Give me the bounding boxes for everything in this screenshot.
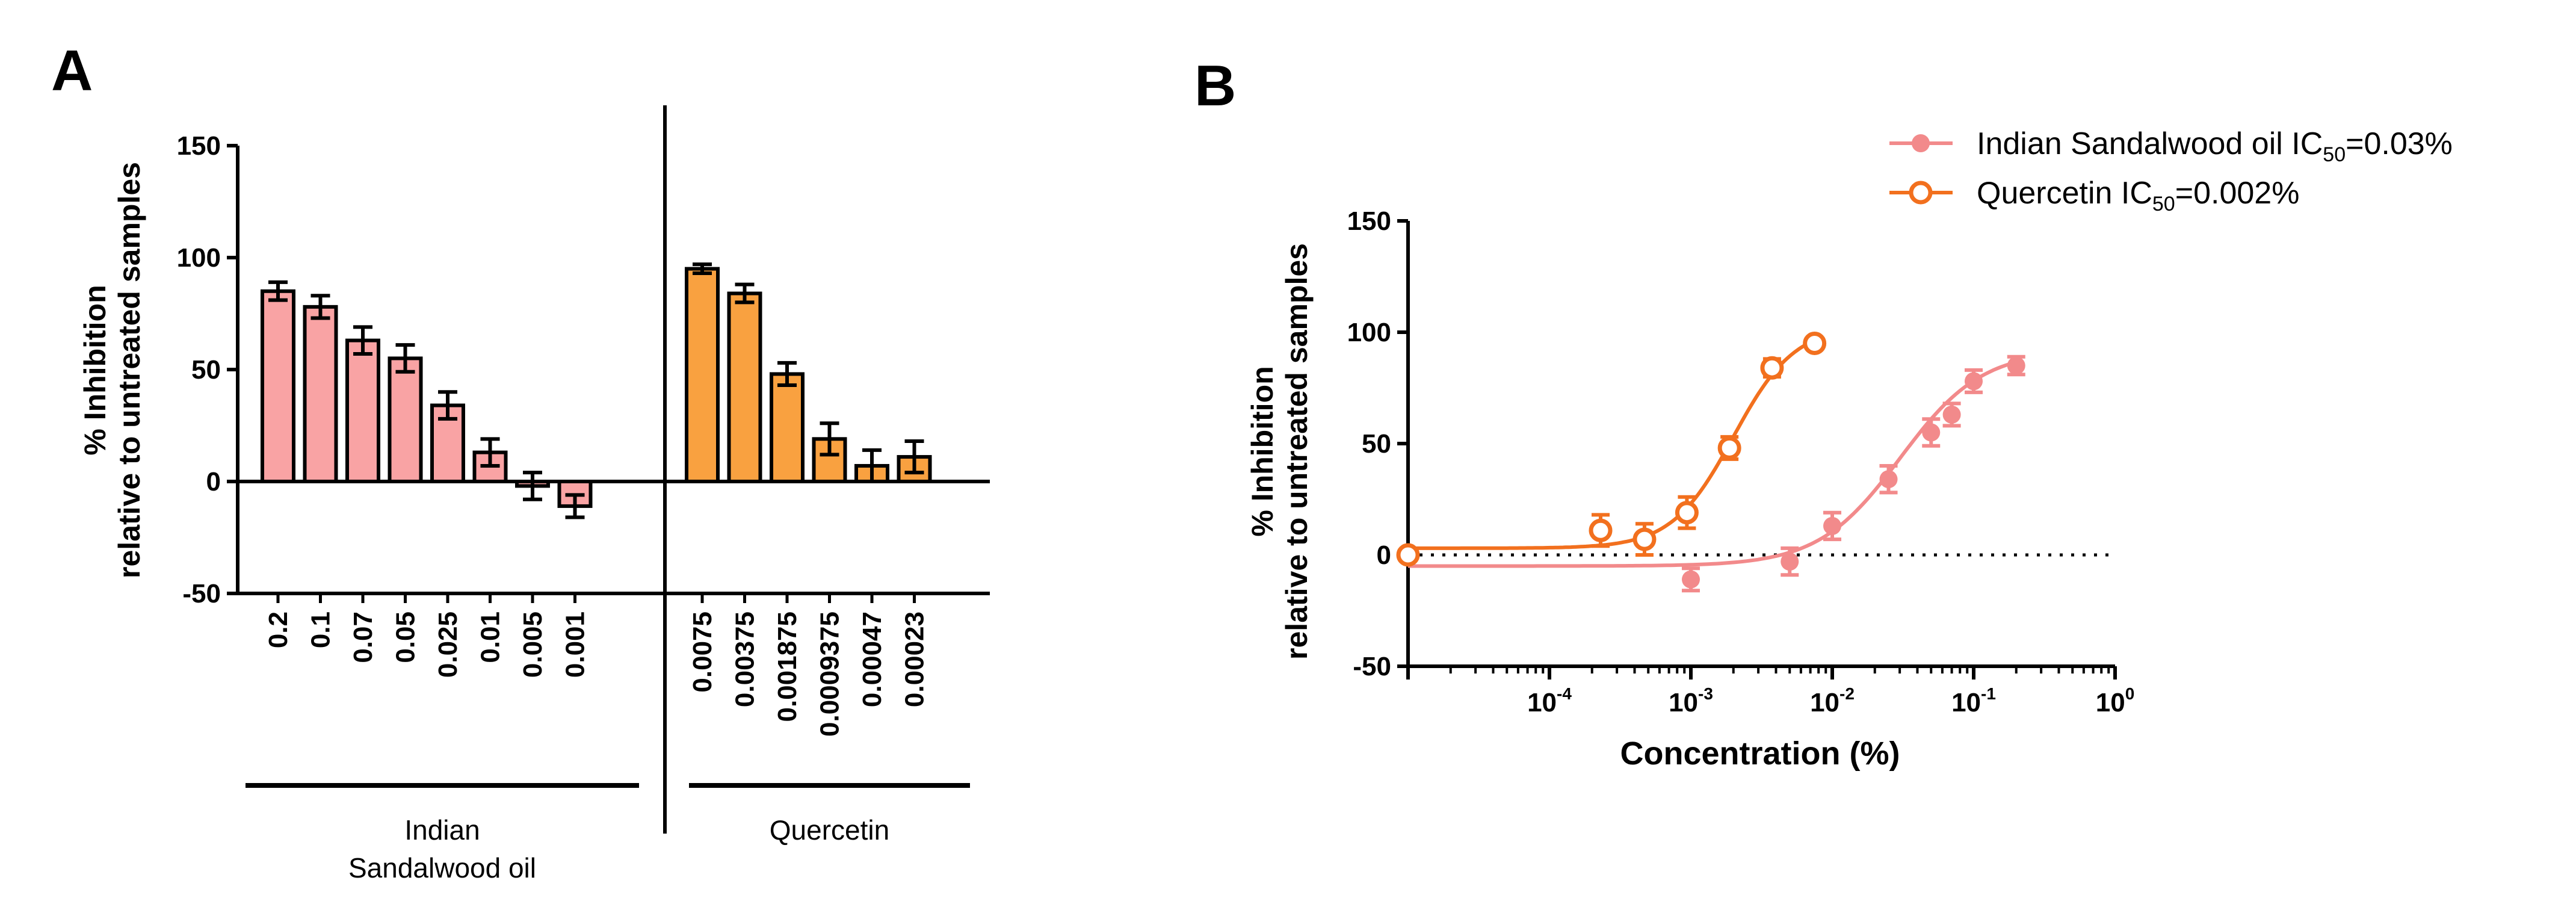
panel-b-x-tick-label: 10-1	[1951, 684, 1996, 717]
panel-b-y-tick-label: 50	[1362, 429, 1391, 459]
legend-series-name: Indian Sandalwood oil	[1977, 126, 2291, 161]
panel-b-x-tick-label: 10-2	[1810, 684, 1855, 717]
panel-b-x-tick-label: 10-4	[1527, 684, 1572, 717]
panel-a-x-tick-label: 0.1	[306, 611, 336, 648]
panel-b-data-point	[1942, 405, 1961, 424]
panel-a-group-label: Sandalwood oil	[348, 852, 536, 884]
panel-b-data-point	[1589, 518, 1613, 542]
panel-b-x-tick-label: 10-3	[1669, 684, 1713, 717]
panel-b-x-tick-base: 10	[1951, 688, 1981, 717]
panel-b-legend-entry: Quercetin IC50=0.002%	[1977, 176, 2299, 215]
panel-b-data-point	[1632, 527, 1657, 551]
panel-a-x-tick-label: 0.01	[476, 611, 505, 663]
panel-a-bar	[345, 338, 380, 484]
panel-a-group-label: Indian	[404, 814, 480, 846]
panel-b-data-point	[1675, 501, 1699, 525]
panel-b-data-point	[2007, 356, 2025, 375]
panel-a-x-tick-label: 0.025	[433, 611, 463, 678]
panel-a-x-tick-label: 0.0075	[688, 611, 717, 693]
panel-a-x-tick-label: 0.05	[391, 611, 421, 663]
panel-b-x-tick-exponent: -1	[1981, 684, 1996, 703]
panel-b-x-tick-exponent: 0	[2125, 684, 2135, 703]
panel-b-fit-curve	[1408, 338, 1815, 550]
panel-b-x-label: Concentration (%)	[1620, 735, 1900, 772]
panel-a-y-tick-label: 0	[206, 467, 221, 497]
panel-b-y-tick-label: -50	[1353, 652, 1391, 681]
panel-b-data-point	[1760, 356, 1784, 380]
panel-b-data-point	[1965, 372, 1983, 391]
panel-a-x-tick-label: 0.07	[348, 611, 378, 663]
panel-a-bar	[388, 356, 423, 484]
panel-b-y-tick-label: 150	[1347, 206, 1391, 236]
panel-a-bar	[727, 291, 762, 483]
panel-a-x-tick-label: 0.00375	[730, 611, 760, 707]
panel-b-label: B	[1194, 54, 1236, 118]
panel-a-bar	[685, 267, 720, 483]
panel-b-legend-marker	[1909, 181, 1933, 205]
panel-b-data-point	[1879, 470, 1898, 489]
panel-b-x-tick-exponent: -4	[1557, 684, 1572, 703]
panel-b-y-label-line1: % Inhibition	[1246, 366, 1279, 536]
panel-b-x-tick-base: 10	[2096, 688, 2125, 717]
panel-a-x-tick-label: 0.005	[518, 611, 548, 678]
legend-series-name: Quercetin	[1977, 176, 2121, 211]
panel-b-x-tick-base: 10	[1810, 688, 1839, 717]
legend-ic-label: IC	[2121, 176, 2152, 211]
panel-b-x-tick-base: 10	[1669, 688, 1698, 717]
panel-b-legend-entry: Indian Sandalwood oil IC50=0.03%	[1977, 126, 2453, 166]
panel-a-x-tick-label: 0.001	[561, 611, 590, 678]
legend-ic-value: =0.03%	[2346, 126, 2453, 161]
panel-a-group-label: Quercetin	[770, 814, 889, 846]
legend-ic-label: IC	[2291, 126, 2323, 161]
panel-b-x-tick-exponent: -3	[1698, 684, 1713, 703]
panel-b-y-label-line2: relative to untreated samples	[1280, 243, 1314, 660]
panel-a-x-tick-label: 0.2	[264, 611, 293, 648]
panel-a-y-tick-label: 100	[177, 243, 221, 273]
panel-a-bar-chart: % Inhibition relative to untreated sampl…	[78, 105, 990, 884]
panel-a-bar	[303, 305, 338, 483]
panel-a-y-label-line1: % Inhibition	[78, 285, 112, 455]
panel-b-control-point	[1396, 543, 1420, 567]
panel-b-data-point	[1781, 553, 1799, 571]
panel-b-y-tick-label: 100	[1347, 318, 1391, 347]
panel-b-data-point	[1922, 423, 1941, 442]
panel-b-dose-response-chart: % Inhibition relative to untreated sampl…	[1246, 126, 2453, 772]
panel-a-y-label-line2: relative to untreated samples	[113, 162, 146, 578]
panel-a-y-tick-label: 50	[191, 355, 221, 385]
legend-ic-value: =0.002%	[2175, 176, 2300, 211]
panel-b-x-tick-base: 10	[1527, 688, 1557, 717]
legend-ic-subscript: 50	[2323, 143, 2346, 166]
panel-b-data-point	[1803, 332, 1827, 355]
panel-a-y-tick-label: 150	[177, 131, 221, 161]
panel-b-y-tick-label: 0	[1377, 540, 1391, 570]
panel-a-x-tick-label: 0.00047	[857, 611, 887, 707]
panel-b-legend-marker	[1912, 134, 1930, 152]
panel-b-fit-curve	[1408, 360, 2017, 568]
panel-b-data-point	[1823, 516, 1841, 535]
panel-a-y-tick-label: -50	[182, 579, 221, 608]
panel-a-x-tick-label: 0.00023	[900, 611, 930, 707]
panel-b-x-tick-exponent: -2	[1839, 684, 1855, 703]
panel-b-x-tick-label: 100	[2096, 684, 2135, 717]
panel-a-bar	[770, 372, 805, 483]
legend-ic-subscript: 50	[2152, 193, 2175, 215]
panel-a-x-tick-label: 0.001875	[773, 611, 802, 722]
panel-b-data-point	[1682, 570, 1700, 589]
panel-a-x-tick-label: 0.0009375	[815, 611, 845, 737]
panel-a-label: A	[51, 39, 93, 103]
panel-a-bar	[261, 289, 295, 483]
panel-b-data-point	[1717, 436, 1741, 460]
